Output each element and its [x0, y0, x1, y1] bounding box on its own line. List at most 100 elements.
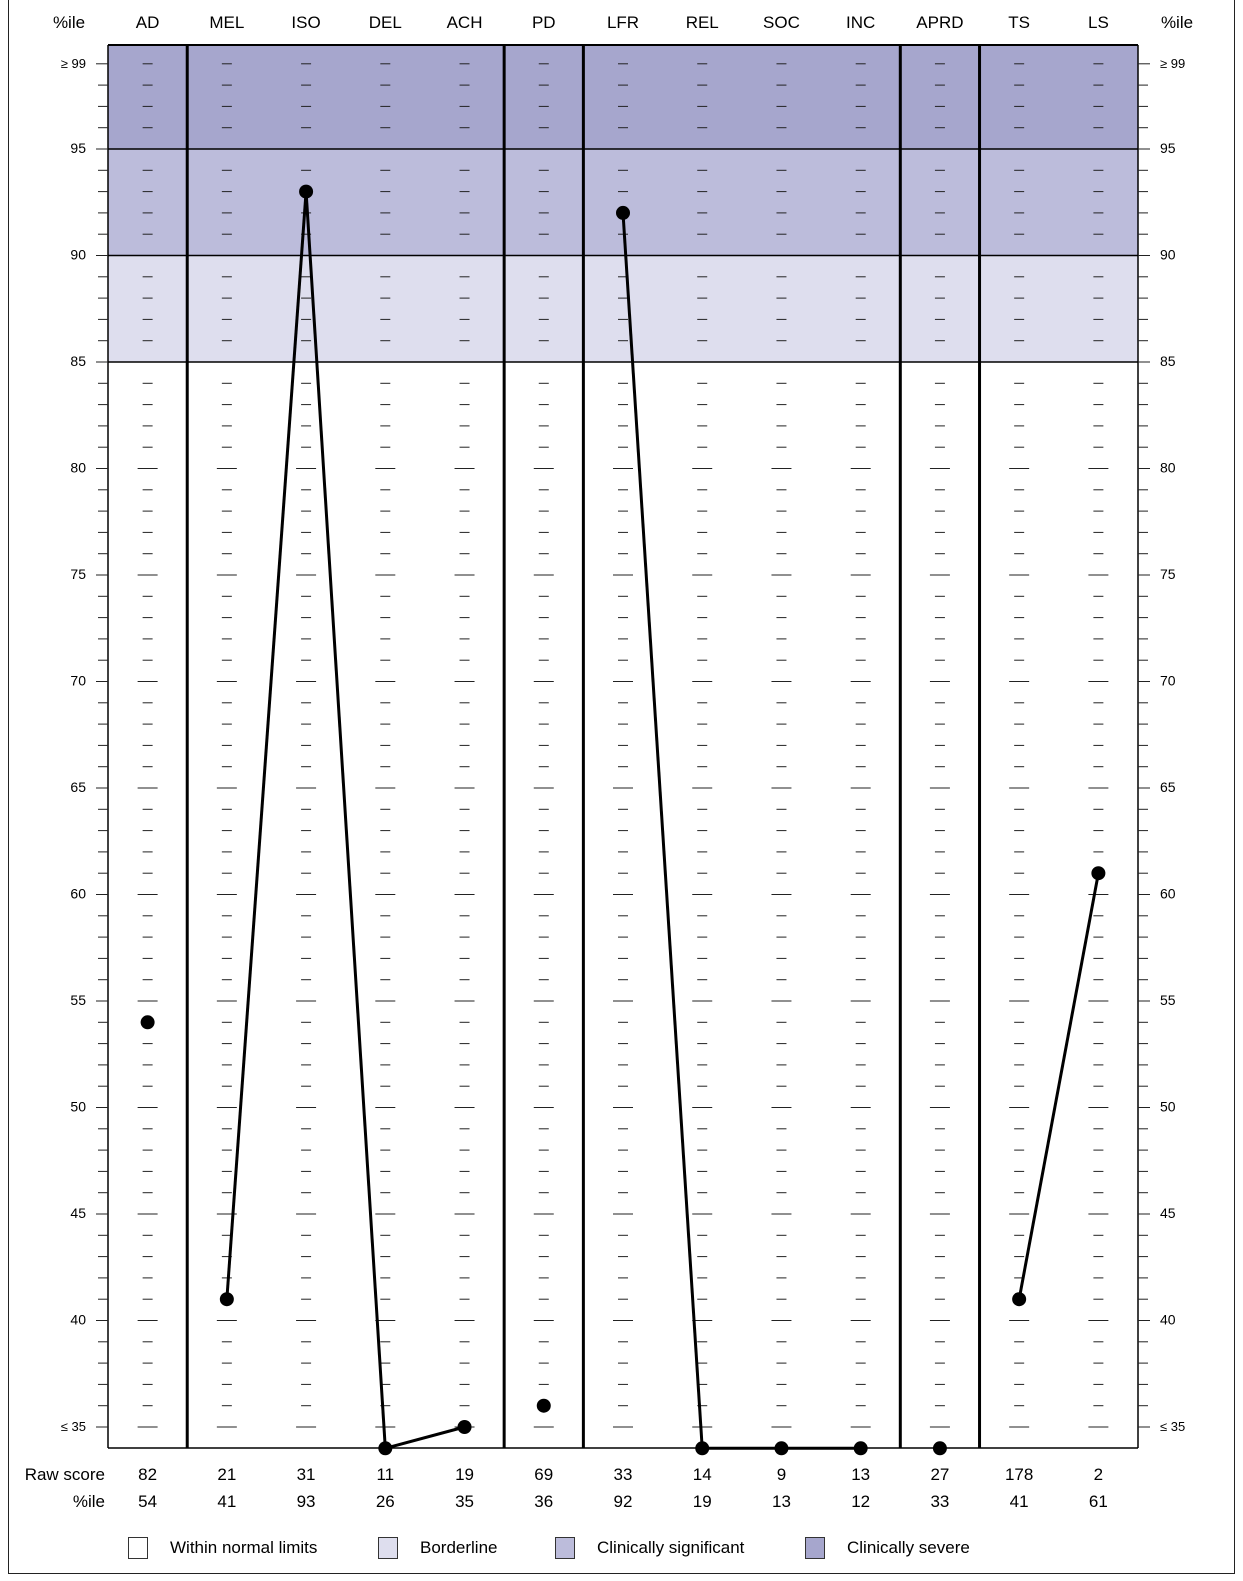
profile-point-ls: [1091, 866, 1106, 881]
percentile-pd: 36: [534, 1492, 554, 1511]
legend-item-borderline: Borderline: [378, 1537, 498, 1559]
scale-label-mel: MEL: [209, 13, 244, 32]
legend-label: Clinically significant: [597, 1538, 745, 1557]
right-tick-label: 45: [1160, 1205, 1176, 1221]
percentile-lfr: 92: [613, 1492, 633, 1511]
percentile-row-label: %ile: [72, 1492, 105, 1511]
profile-segment: [1017, 872, 1100, 1300]
scale-label-inc: INC: [846, 13, 875, 32]
legend-swatch-within-normal-limits: [128, 1537, 148, 1559]
left-tick-label: 55: [70, 992, 86, 1008]
percentile-mel: 41: [217, 1492, 237, 1511]
right-tick-label: 40: [1160, 1312, 1176, 1328]
right-tick-label: 75: [1160, 566, 1176, 582]
scale-label-ls: LS: [1088, 13, 1109, 32]
legend-swatch-clinically-significant: [555, 1537, 575, 1559]
band-2: [108, 45, 1138, 149]
left-tick-label: 65: [70, 779, 86, 795]
profile-point-aprd: [932, 1441, 947, 1456]
right-tick-label: 95: [1160, 140, 1176, 156]
percentile-ad: 54: [138, 1492, 158, 1511]
raw-score-mel: 21: [217, 1465, 237, 1484]
profile-point-pd: [536, 1398, 551, 1413]
scale-label-iso: ISO: [291, 13, 320, 32]
scale-label-ach: ACH: [447, 13, 483, 32]
percentile-aprd: 33: [930, 1492, 950, 1511]
band-0: [108, 255, 1138, 362]
legend-label: Within normal limits: [170, 1538, 318, 1557]
profile-point-ach: [457, 1420, 472, 1434]
profile-point-ad: [140, 1015, 155, 1030]
left-tick-label: 70: [70, 673, 86, 689]
right-tick-label: 60: [1160, 886, 1176, 902]
profile-point-del: [378, 1441, 393, 1456]
percentile-ach: 35: [455, 1492, 474, 1511]
raw-score-row-label: Raw score: [24, 1465, 105, 1484]
right-tick-label: 80: [1160, 460, 1176, 476]
left-tick-label: 80: [70, 460, 86, 476]
left-tick-label: 90: [70, 247, 86, 263]
scale-label-soc: SOC: [763, 13, 800, 32]
profile-point-rel: [695, 1441, 710, 1456]
right-axis-title: %ile: [1161, 13, 1193, 32]
raw-score-lfr: 33: [613, 1465, 633, 1484]
raw-score-inc: 13: [851, 1465, 871, 1484]
profile-segment: [384, 1425, 465, 1450]
profile-point-lfr: [616, 205, 630, 220]
scale-label-pd: PD: [532, 13, 556, 32]
percentile-profile-chart: ≤ 35 ≤ 35 40 40 45 45 50 50 55 55 60 60 65 65 70 70 75 75…: [53, 13, 1193, 1456]
legend-label: Borderline: [420, 1538, 498, 1557]
raw-score-ad: 82: [138, 1465, 158, 1484]
severity-bands: [108, 45, 1138, 363]
scale-label-del: DEL: [369, 13, 402, 32]
profile-segment: [304, 191, 387, 1449]
profile-point-mel: [219, 1292, 234, 1307]
band-1: [108, 149, 1138, 256]
right-tick-label: 85: [1160, 353, 1176, 369]
raw-score-del: 11: [376, 1465, 395, 1484]
legend-item-within-normal-limits: Within normal limits: [128, 1537, 317, 1559]
right-tick-label: 55: [1160, 992, 1176, 1008]
scale-label-aprd: APRD: [916, 13, 963, 32]
axis-labels: ≤ 35 ≤ 35 40 40 45 45 50 50 55 55 60 60 65 65 70 70 75 75…: [53, 13, 1193, 1434]
percentile-iso: 93: [296, 1492, 316, 1511]
left-tick-label: 40: [70, 1312, 86, 1328]
raw-score-ls: 2: [1093, 1465, 1104, 1484]
raw-score-iso: 31: [296, 1465, 316, 1484]
scale-label-rel: REL: [686, 13, 719, 32]
right-tick-label: ≤ 35: [1160, 1419, 1185, 1434]
left-tick-label: 85: [70, 353, 86, 369]
chart-frame: [8, 0, 1235, 1574]
scale-label-ad: AD: [136, 13, 160, 32]
legend-swatch-clinically-severe: [805, 1537, 825, 1559]
raw-score-pd: 69: [534, 1465, 554, 1484]
profile-point-iso: [299, 184, 314, 199]
profile-point-ts: [1012, 1292, 1027, 1307]
raw-score-aprd: 27: [930, 1465, 950, 1484]
profile-point-inc: [853, 1441, 868, 1456]
left-tick-label: ≤ 35: [61, 1419, 86, 1434]
profile-points: [140, 184, 1106, 1456]
right-tick-label: 90: [1160, 247, 1176, 263]
profile-point-soc: [774, 1441, 789, 1456]
percentile-rel: 19: [692, 1492, 712, 1511]
left-tick-label: 50: [70, 1099, 86, 1115]
left-tick-label: ≥ 99: [61, 56, 86, 71]
legend-item-clinically-severe: Clinically severe: [805, 1537, 970, 1559]
raw-score-soc: 9: [776, 1465, 787, 1484]
percentile-soc: 13: [771, 1492, 791, 1511]
legend-label: Clinically severe: [847, 1538, 970, 1557]
scale-label-lfr: LFR: [607, 13, 639, 32]
tick-marks: [137, 63, 1109, 1428]
left-axis-title: %ile: [53, 13, 85, 32]
right-tick-label: ≥ 99: [1160, 56, 1185, 71]
percentile-ls: 61: [1088, 1492, 1108, 1511]
axes: [96, 44, 1150, 1449]
percentile-ts: 41: [1009, 1492, 1029, 1511]
raw-score-ts: 178: [1004, 1465, 1034, 1484]
profile-lines: [225, 191, 1100, 1450]
percentile-inc: 12: [851, 1492, 871, 1511]
left-tick-label: 60: [70, 886, 86, 902]
profile-segment: [621, 212, 704, 1449]
raw-score-ach: 19: [455, 1465, 474, 1484]
